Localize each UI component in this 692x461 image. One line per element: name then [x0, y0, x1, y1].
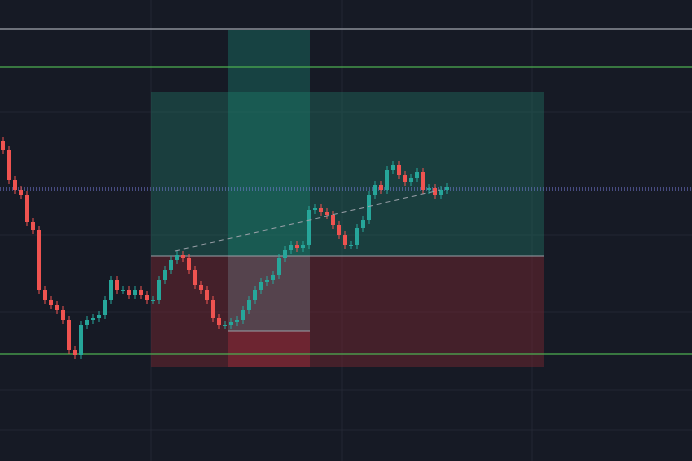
- candle-body: [283, 250, 287, 258]
- candle-body: [61, 310, 65, 320]
- candle-body: [265, 280, 269, 282]
- candle-body: [373, 185, 377, 195]
- candle-body: [187, 258, 191, 270]
- candle-body: [253, 290, 257, 300]
- candle-body: [205, 290, 209, 300]
- candle-body: [37, 230, 41, 290]
- candle-body: [43, 290, 47, 300]
- candle-body: [13, 180, 17, 190]
- candle-body: [121, 290, 125, 291]
- candle-body: [421, 172, 425, 190]
- candle-body: [241, 310, 245, 320]
- candle-body: [199, 285, 203, 290]
- candle-body: [31, 222, 35, 230]
- candle-body: [133, 290, 137, 295]
- candle-body: [403, 175, 407, 182]
- candle-body: [157, 280, 161, 300]
- candle-body: [319, 208, 323, 212]
- candle-body: [385, 170, 389, 190]
- candle-body: [25, 195, 29, 222]
- candle-body: [97, 315, 101, 318]
- candle-body: [175, 255, 179, 260]
- candle-body: [379, 185, 383, 190]
- candle-body: [361, 220, 365, 228]
- inner-loss: [228, 331, 310, 367]
- candle-body: [91, 318, 95, 320]
- candle-body: [115, 280, 119, 290]
- candle-body: [79, 325, 83, 355]
- candle-body: [1, 141, 5, 150]
- candle-body: [55, 305, 59, 310]
- candle-body: [73, 350, 77, 355]
- candle-body: [433, 188, 437, 195]
- candle-body: [163, 270, 167, 280]
- candle-body: [19, 190, 23, 195]
- candle-body: [259, 282, 263, 290]
- candle-body: [277, 258, 281, 275]
- candle-body: [391, 165, 395, 170]
- candle-body: [181, 255, 185, 258]
- candle-body: [415, 172, 419, 178]
- candle-body: [445, 187, 449, 190]
- candle-body: [397, 165, 401, 175]
- candle-body: [295, 245, 299, 248]
- inner-profit: [228, 30, 310, 256]
- candle-body: [103, 300, 107, 315]
- candle-body: [235, 320, 239, 322]
- candle-body: [145, 295, 149, 300]
- candles: [1, 137, 449, 359]
- position-tool[interactable]: [151, 30, 544, 367]
- candle-body: [301, 245, 305, 248]
- candle-body: [313, 208, 317, 210]
- candle-body: [211, 300, 215, 318]
- candle-body: [229, 322, 233, 325]
- candle-body: [223, 325, 227, 326]
- candle-body: [349, 245, 353, 246]
- candle-body: [169, 260, 173, 270]
- candle-body: [325, 212, 329, 215]
- candle-body: [7, 150, 11, 180]
- trend-line[interactable]: [174, 189, 441, 252]
- candle-body: [67, 320, 71, 350]
- candle-body: [151, 300, 155, 301]
- candle-body: [193, 270, 197, 285]
- candle-body: [427, 188, 431, 190]
- candle-body: [85, 320, 89, 325]
- candle-body: [49, 300, 53, 305]
- candle-body: [127, 290, 131, 295]
- candle-body: [439, 190, 443, 195]
- candle-body: [247, 300, 251, 310]
- candle-body: [307, 210, 311, 245]
- candle-body: [355, 228, 359, 245]
- candle-body: [343, 235, 347, 245]
- candle-body: [217, 318, 221, 325]
- candle-body: [109, 280, 113, 300]
- candle-body: [139, 290, 143, 295]
- candle-body: [331, 215, 335, 225]
- profit-zone: [151, 92, 544, 256]
- candle-body: [409, 178, 413, 182]
- candle-body: [271, 275, 275, 280]
- candle-body: [367, 195, 371, 220]
- candle-body: [289, 245, 293, 250]
- loss-zone: [151, 256, 544, 367]
- inner-neutral: [228, 256, 310, 331]
- candle-body: [337, 225, 341, 235]
